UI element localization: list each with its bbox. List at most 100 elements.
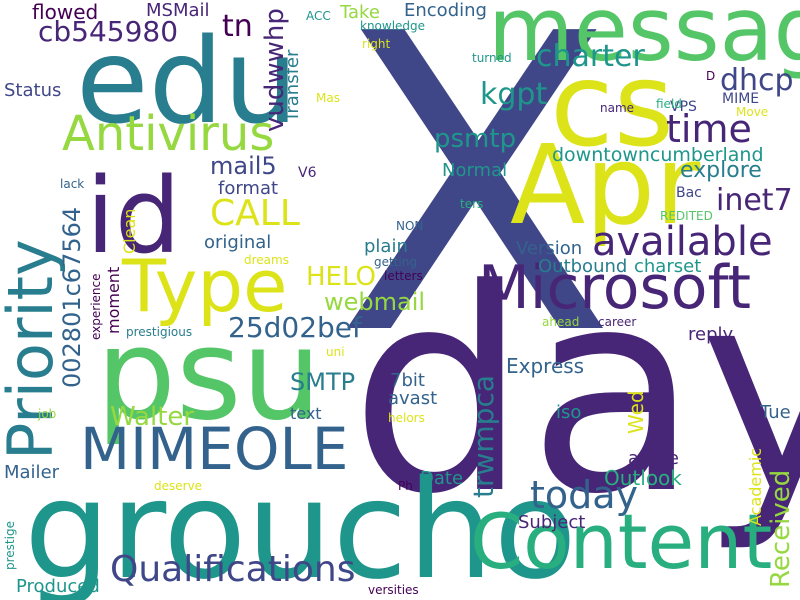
word-002801c67564: 002801c67564 bbox=[58, 206, 86, 388]
word-id: id bbox=[86, 155, 181, 277]
word-uni: uni bbox=[326, 345, 345, 359]
word-charter: charter bbox=[536, 39, 645, 74]
word-dhcp: dhcp bbox=[720, 63, 794, 98]
word-lack: lack bbox=[60, 177, 85, 191]
word-edu: edu bbox=[76, 12, 299, 150]
word-moment: moment bbox=[104, 266, 123, 334]
word-turned: turned bbox=[472, 51, 512, 65]
word-field: field bbox=[656, 97, 682, 111]
word-psmtp: psmtp bbox=[434, 124, 517, 154]
word-mas: Mas bbox=[316, 91, 340, 105]
word-versities: versities bbox=[368, 583, 419, 597]
word-right: right bbox=[362, 37, 391, 51]
word-produced: Produced bbox=[16, 576, 100, 597]
word-knowledge: knowledge bbox=[360, 19, 426, 33]
word-d: D bbox=[706, 69, 716, 83]
word-name: name bbox=[600, 101, 635, 115]
word-msmail: MSMail bbox=[146, 0, 210, 21]
word-express: Express bbox=[506, 354, 585, 378]
word-available: available bbox=[592, 219, 773, 265]
word-job: job bbox=[38, 407, 57, 421]
word-ahead: ahead bbox=[542, 315, 580, 329]
word-psu: psu bbox=[96, 301, 322, 448]
word-charset: charset bbox=[634, 256, 702, 277]
word-helo: HELO bbox=[306, 262, 377, 292]
word-clean: Clean bbox=[120, 208, 139, 254]
word-kgpt: kgpt bbox=[480, 77, 548, 112]
word-cb545980: cb545980 bbox=[38, 15, 179, 48]
word-subject: Subject bbox=[518, 512, 586, 533]
word-iso: iso bbox=[556, 402, 582, 423]
word-explore: explore bbox=[680, 158, 762, 183]
word-outbound: Outbound bbox=[538, 256, 628, 277]
word-tn: tn bbox=[222, 9, 253, 44]
word-plain: plain bbox=[364, 236, 408, 257]
word-text: text bbox=[290, 404, 322, 423]
word-original: original bbox=[204, 232, 272, 253]
word-7bit: 7bit bbox=[390, 370, 425, 391]
word-move: Move bbox=[736, 105, 769, 119]
word-acc: ACC bbox=[306, 9, 331, 23]
word-smtp: SMTP bbox=[290, 368, 356, 396]
word-normal: Normal bbox=[442, 160, 508, 181]
word-getting: getting bbox=[374, 255, 417, 269]
word-time: time bbox=[666, 107, 752, 151]
word-received: Received bbox=[766, 469, 796, 588]
word-type: Type bbox=[122, 244, 288, 328]
word-inet7: inet7 bbox=[716, 183, 793, 218]
word-mailer: Mailer bbox=[4, 462, 60, 483]
word-format: format bbox=[218, 178, 279, 199]
word-microsoft: Microsoft bbox=[478, 253, 752, 323]
word-x: X bbox=[335, 0, 616, 425]
word-ph: Ph bbox=[398, 479, 413, 493]
word-avast: avast bbox=[388, 388, 438, 409]
word-dreams: dreams bbox=[244, 253, 289, 267]
word-25d02bef: 25d02bef bbox=[228, 311, 362, 344]
word-priority: Priority bbox=[0, 239, 67, 460]
word-prestige: prestige bbox=[3, 521, 17, 570]
word-experience: experience bbox=[89, 273, 103, 340]
word-arline: arline bbox=[628, 448, 679, 469]
word-walter: Walter bbox=[110, 402, 195, 432]
word-downtowncumberland: downtowncumberland bbox=[552, 144, 764, 166]
word-groucho: groucho bbox=[24, 452, 577, 600]
word-academic: Academic bbox=[746, 447, 765, 526]
word-status: Status bbox=[4, 80, 62, 101]
word-wed: Wed bbox=[624, 390, 648, 434]
word-helors: helors bbox=[388, 411, 425, 425]
word-mimeole: MIMEOLE bbox=[80, 415, 349, 483]
word-flowed: flowed bbox=[32, 0, 99, 24]
word-message: message bbox=[488, 0, 800, 81]
word-transfer: Transfer bbox=[282, 49, 303, 122]
word-vps: VPS bbox=[670, 99, 697, 115]
word-career: career bbox=[598, 315, 637, 329]
word-day: day bbox=[350, 230, 800, 556]
word-encoding: Encoding bbox=[404, 0, 487, 21]
word-reply: reply bbox=[688, 324, 734, 345]
word-apr: Apr bbox=[510, 121, 701, 249]
word-v6: V6 bbox=[298, 165, 317, 181]
word-mail5: mail5 bbox=[210, 152, 277, 180]
word-tue: Tue bbox=[760, 402, 791, 423]
word-date: Date bbox=[420, 468, 464, 489]
word-call: CALL bbox=[210, 193, 300, 234]
word-bac: Bac bbox=[676, 185, 702, 201]
word-antivirus: Antivirus bbox=[62, 106, 275, 162]
word-cs: cs bbox=[550, 38, 675, 173]
word-trwmpca: trwmpca bbox=[467, 375, 500, 498]
word-take: Take bbox=[340, 2, 380, 23]
word-version: Version bbox=[516, 238, 583, 259]
word-qualifications: Qualifications bbox=[110, 549, 356, 590]
word-non: NON bbox=[396, 219, 424, 233]
word-webmail: webmail bbox=[324, 288, 426, 316]
word-ters: ters bbox=[460, 197, 484, 211]
word-deserve: deserve bbox=[154, 479, 203, 493]
word-redited: REDITED bbox=[660, 209, 713, 223]
word-prestigious: prestigious bbox=[126, 325, 193, 339]
word-today: today bbox=[530, 473, 639, 517]
word-mime: MIME bbox=[722, 91, 760, 107]
word-letters: letters bbox=[384, 269, 423, 283]
word-outlook: Outlook bbox=[604, 466, 682, 490]
word-content: Content bbox=[470, 497, 773, 586]
